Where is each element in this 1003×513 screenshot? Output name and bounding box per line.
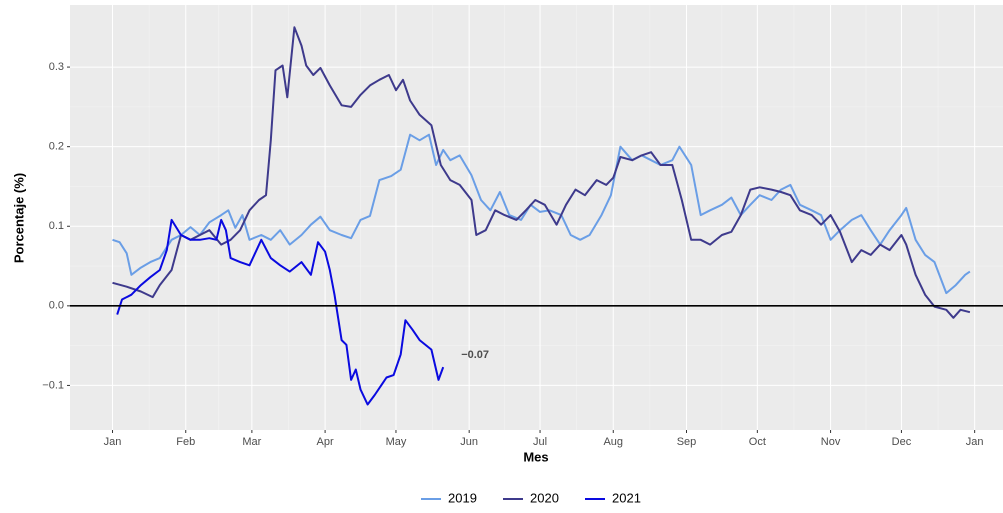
- x-tick-label: Jan: [966, 436, 984, 448]
- x-tick-label: Nov: [821, 436, 841, 448]
- lines: [112, 26, 971, 406]
- grid: [70, 5, 1003, 430]
- x-tick-label: Jun: [460, 436, 478, 448]
- x-tick-label: Aug: [603, 436, 623, 448]
- x-tick-label: Sep: [677, 436, 697, 448]
- y-tick-label: −0.1: [42, 379, 64, 391]
- series-line: [116, 218, 445, 406]
- panel: [70, 5, 1003, 430]
- legend-label: 2020: [530, 490, 559, 505]
- x-axis-title: Mes: [523, 449, 548, 464]
- x-tick-label: Feb: [176, 436, 195, 448]
- y-tick-label: 0.2: [49, 141, 64, 153]
- x-tick-label: Mar: [242, 436, 261, 448]
- x-tick-label: Oct: [749, 436, 766, 448]
- x-tick-label: Dec: [892, 436, 912, 448]
- annotation: −0.07: [461, 349, 489, 361]
- y-tick-label: 0.1: [49, 220, 64, 232]
- x-tick-label: May: [386, 436, 407, 448]
- series-line: [112, 26, 971, 319]
- y-tick-label: 0.3: [49, 61, 64, 73]
- legend-label: 2019: [448, 490, 477, 505]
- y-axis-title: Porcentaje (%): [11, 173, 26, 263]
- x-tick-label: Jan: [104, 436, 122, 448]
- x-tick-label: Apr: [317, 436, 334, 448]
- y-tick-label: 0.0: [49, 300, 64, 312]
- legend-label: 2021: [612, 490, 641, 505]
- x-tick-label: Jul: [533, 436, 547, 448]
